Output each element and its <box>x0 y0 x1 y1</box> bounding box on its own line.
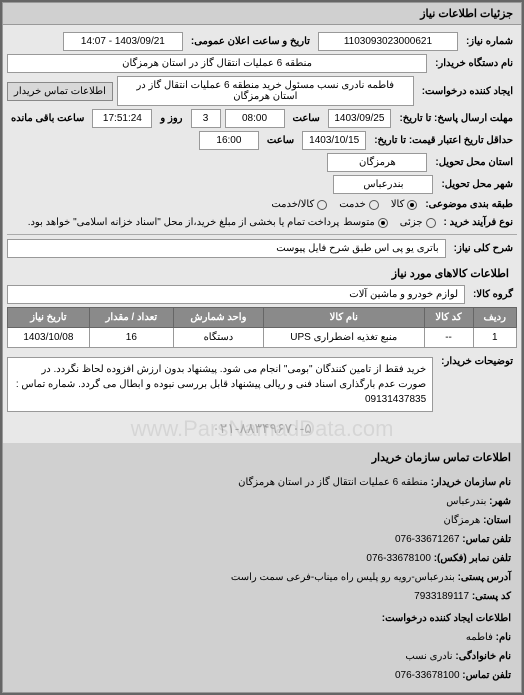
family-label: نام خانوادگی: <box>455 651 511 662</box>
contact-block: اطلاعات تماس سازمان خریدار نام سازمان خر… <box>3 443 521 692</box>
contact-title: اطلاعات تماس سازمان خریدار <box>13 449 511 473</box>
th-code: کد کالا <box>424 308 473 328</box>
purchase-large-note: پرداخت تمام یا بخشی از مبلغ خرید،از محل … <box>28 217 340 228</box>
need-desc-label: شرح کلی نیاز: <box>450 241 517 256</box>
announce-label: تاریخ و ساعت اعلان عمومی: <box>187 34 314 49</box>
validity-time: 16:00 <box>199 131 259 150</box>
c-province-label: استان: <box>483 515 511 526</box>
radio-goods-icon <box>407 200 417 210</box>
th-name: نام کالا <box>263 308 424 328</box>
validity-label: حداقل تاریخ اعتبار قیمت: تا تاریخ: <box>370 133 517 148</box>
radio-goods[interactable]: کالا <box>391 199 418 210</box>
buyer-org-label: نام دستگاه خریدار: <box>431 56 517 71</box>
postal-value: 7933189117 <box>414 591 469 602</box>
radio-small[interactable]: جزئی <box>400 217 436 228</box>
radio-goods-service-icon <box>317 200 327 210</box>
address-value: بندرعباس-رویه رو پلیس راه میناب-فرعی سمت… <box>231 572 455 583</box>
purchase-type-label: نوع فرآیند خرید : <box>440 215 517 230</box>
days-value: 3 <box>191 109 221 128</box>
need-number-field: 1103093023000621 <box>318 32 458 51</box>
fax-label: تلفن نمابر (فکس): <box>434 553 511 564</box>
need-number-label: شماره نیاز: <box>462 34 517 49</box>
radio-service-label: خدمت <box>339 199 366 210</box>
remain-time: 17:51:24 <box>92 109 152 128</box>
td-name: منبع تغذیه اضطراری UPS <box>263 328 424 348</box>
family-value: نادری نسب <box>405 651 452 662</box>
goods-group-field: لوازم خودرو و ماشین آلات <box>7 285 465 304</box>
radio-small-icon <box>426 218 436 228</box>
send-deadline-date: 1403/09/25 <box>328 109 392 128</box>
td-unit: دستگاه <box>173 328 263 348</box>
city-label: شهر محل تحویل: <box>437 177 517 192</box>
category-radio-group: کالا خدمت کالا/خدمت <box>271 199 417 210</box>
city-field: بندرعباس <box>333 175 433 194</box>
goods-group-label: گروه کالا: <box>469 287 517 302</box>
send-deadline-time: 08:00 <box>225 109 285 128</box>
td-row: 1 <box>473 328 517 348</box>
remain-label: ساعت باقی مانده <box>7 111 88 126</box>
creator-phone-value: 33678100-076 <box>395 670 460 681</box>
address-label: آدرس پستی: <box>458 572 511 583</box>
watermark-area: ۰۲۱-۸۸۳۴۹۶۷۰-۵ <box>7 418 517 439</box>
td-code: -- <box>424 328 473 348</box>
th-date: تاریخ نیاز <box>8 308 90 328</box>
radio-small-label: جزئی <box>400 217 423 228</box>
buyer-contact-button[interactable]: اطلاعات تماس خریدار <box>7 82 113 101</box>
c-province-value: هرمزگان <box>443 515 480 526</box>
send-deadline-label: مهلت ارسال پاسخ: تا تاریخ: <box>395 111 517 126</box>
td-date: 1403/10/08 <box>8 328 90 348</box>
radio-medium-label: متوسط <box>343 217 374 228</box>
goods-table: ردیف کد کالا نام کالا واحد شمارش تعداد /… <box>7 307 517 348</box>
fax-value: 33678100-076 <box>366 553 431 564</box>
org-name-label: نام سازمان خریدار: <box>431 477 511 488</box>
province-field: هرمزگان <box>327 153 427 172</box>
table-header-row: ردیف کد کالا نام کالا واحد شمارش تعداد /… <box>8 308 517 328</box>
validity-date: 1403/10/15 <box>302 131 366 150</box>
radio-service-icon <box>369 200 379 210</box>
time-label-2: ساعت <box>263 133 298 148</box>
radio-goods-label: کالا <box>391 199 405 210</box>
postal-label: کد پستی: <box>472 591 511 602</box>
days-label: روز و <box>156 111 186 126</box>
category-label: طبقه بندی موضوعی: <box>421 197 517 212</box>
watermark-phone: ۰۲۱-۸۸۳۴۹۶۷۰-۵ <box>7 418 517 439</box>
td-qty: 16 <box>89 328 173 348</box>
radio-goods-service-label: کالا/خدمت <box>271 199 314 210</box>
creator-section: اطلاعات ایجاد کننده درخواست: <box>13 610 511 628</box>
c-city-label: شهر: <box>489 496 511 507</box>
creator-phone-label: تلفن تماس: <box>462 670 511 681</box>
announce-field: 1403/09/21 - 14:07 <box>63 32 183 51</box>
th-unit: واحد شمارش <box>173 308 263 328</box>
purchase-type-group: جزئی متوسط <box>343 217 435 228</box>
table-row: 1 -- منبع تغذیه اضطراری UPS دستگاه 16 14… <box>8 328 517 348</box>
form-area: شماره نیاز: 1103093023000621 تاریخ و ساع… <box>3 25 521 443</box>
radio-service[interactable]: خدمت <box>339 199 379 210</box>
radio-medium[interactable]: متوسط <box>343 217 387 228</box>
th-qty: تعداد / مقدار <box>89 308 173 328</box>
phone-label: تلفن تماس: <box>462 534 511 545</box>
buyer-notes-field: خرید فقط از تامین کنندگان "بومی" انجام م… <box>7 357 433 412</box>
name-value: فاطمه <box>466 632 493 643</box>
requester-label: ایجاد کننده درخواست: <box>418 84 517 99</box>
radio-medium-icon <box>378 218 388 228</box>
radio-goods-service[interactable]: کالا/خدمت <box>271 199 327 210</box>
phone-value: 33671267-076 <box>395 534 460 545</box>
name-label: نام: <box>496 632 511 643</box>
need-desc-field: باتری یو پی اس طبق شرح فایل پیوست <box>7 239 446 258</box>
org-name-value: منطقه 6 عملیات انتقال گاز در استان هرمزگ… <box>238 477 428 488</box>
panel-title: جزئیات اطلاعات نیاز <box>3 3 521 25</box>
requester-field: فاطمه نادری نسب مسئول خرید منطقه 6 عملیا… <box>117 76 414 106</box>
province-label: استان محل تحویل: <box>431 155 517 170</box>
th-row: ردیف <box>473 308 517 328</box>
goods-section-title: اطلاعات کالاهای مورد نیاز <box>7 261 517 282</box>
buyer-org-field: منطقه 6 عملیات انتقال گاز در استان هرمزگ… <box>7 54 427 73</box>
c-city-value: بندرعباس <box>446 496 486 507</box>
time-label-1: ساعت <box>289 111 324 126</box>
details-panel: جزئیات اطلاعات نیاز شماره نیاز: 11030930… <box>2 2 522 693</box>
buyer-notes-label: توضیحات خریدار: <box>437 354 517 369</box>
